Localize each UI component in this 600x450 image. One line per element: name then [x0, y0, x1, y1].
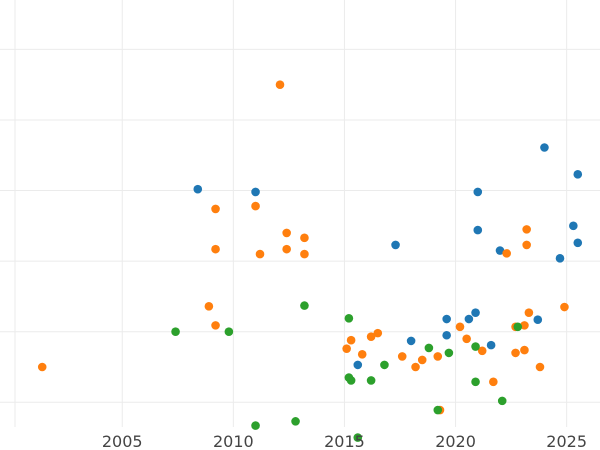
scatter-point [366, 332, 376, 341]
scatter-point [520, 345, 529, 355]
scatter-point [535, 362, 545, 372]
scatter-point [477, 346, 487, 356]
scatter-point [444, 348, 454, 358]
scatter-point [533, 315, 543, 325]
scatter-point [569, 221, 578, 231]
scatter-point [471, 308, 480, 317]
scatter-point [204, 302, 214, 311]
scatter-point [344, 314, 354, 323]
scatter-point [573, 170, 583, 179]
scatter-point [489, 377, 498, 387]
x-tick-label: 2010 [213, 432, 254, 450]
scatter-point [442, 330, 451, 340]
scatter-point [433, 352, 443, 361]
scatter-point [433, 405, 443, 415]
scatter-point [511, 348, 520, 358]
x-tick-labels: 2005 2010 2015 2020 2025 [102, 432, 587, 450]
scatter-point [353, 433, 363, 442]
scatter-point [464, 314, 474, 324]
scatter-point [540, 143, 549, 152]
scatter-point [366, 376, 376, 385]
scatter-point [282, 244, 291, 254]
grid-layer [0, 0, 600, 427]
scatter-point [522, 240, 531, 250]
scatter-point [560, 302, 569, 312]
scatter-point [471, 342, 480, 351]
scatter-point [522, 225, 531, 234]
scatter-point [171, 327, 180, 337]
scatter-point [406, 336, 416, 346]
scatter-point [251, 421, 260, 430]
scatter-point [573, 238, 583, 248]
scatter-point [300, 301, 309, 310]
scatter-point [291, 417, 300, 426]
x-tick-label: 2015 [324, 432, 365, 450]
scatter-point [357, 350, 367, 359]
scatter-point [251, 187, 260, 197]
scatter-point [497, 396, 507, 406]
scatter-point [193, 184, 203, 194]
x-tick-label: 2005 [102, 432, 143, 450]
scatter-point [417, 355, 427, 365]
scatter-point [37, 362, 47, 372]
x-tick-label: 2020 [435, 432, 476, 450]
scatter-point [411, 362, 420, 372]
scatter-point [442, 314, 451, 324]
scatter-point [473, 225, 483, 235]
scatter-point [513, 322, 523, 332]
scatter-point [211, 204, 220, 214]
scatter-point [353, 360, 363, 370]
scatter-point [282, 228, 291, 238]
scatter-point [520, 321, 529, 330]
scatter-point [397, 352, 407, 361]
scatter-point [486, 340, 496, 350]
scatter-point [462, 334, 471, 344]
scatter-point [471, 377, 480, 387]
scatter-point [211, 321, 220, 330]
scatter-point [455, 322, 465, 332]
scatter-point [473, 187, 483, 197]
scatter-point [391, 240, 400, 250]
scatter-point [275, 80, 285, 89]
scatter-point [502, 249, 511, 258]
scatter-point [211, 244, 220, 254]
scatter-point [342, 344, 351, 353]
scatter-point [495, 246, 505, 255]
scatter-point [300, 249, 309, 259]
scatter-point [346, 335, 356, 345]
scatter-point [380, 360, 389, 370]
scatter-point [224, 327, 234, 337]
scatter-point [524, 308, 534, 317]
x-tick-label: 2025 [546, 432, 587, 450]
scatter-point [346, 376, 356, 385]
scatter-point [251, 201, 260, 211]
points-layer [37, 80, 583, 442]
scatter-point [300, 233, 309, 243]
scatter-point [555, 254, 565, 263]
scatter-point [373, 328, 383, 338]
scatter-point [424, 343, 434, 353]
scatter-point [255, 249, 265, 259]
